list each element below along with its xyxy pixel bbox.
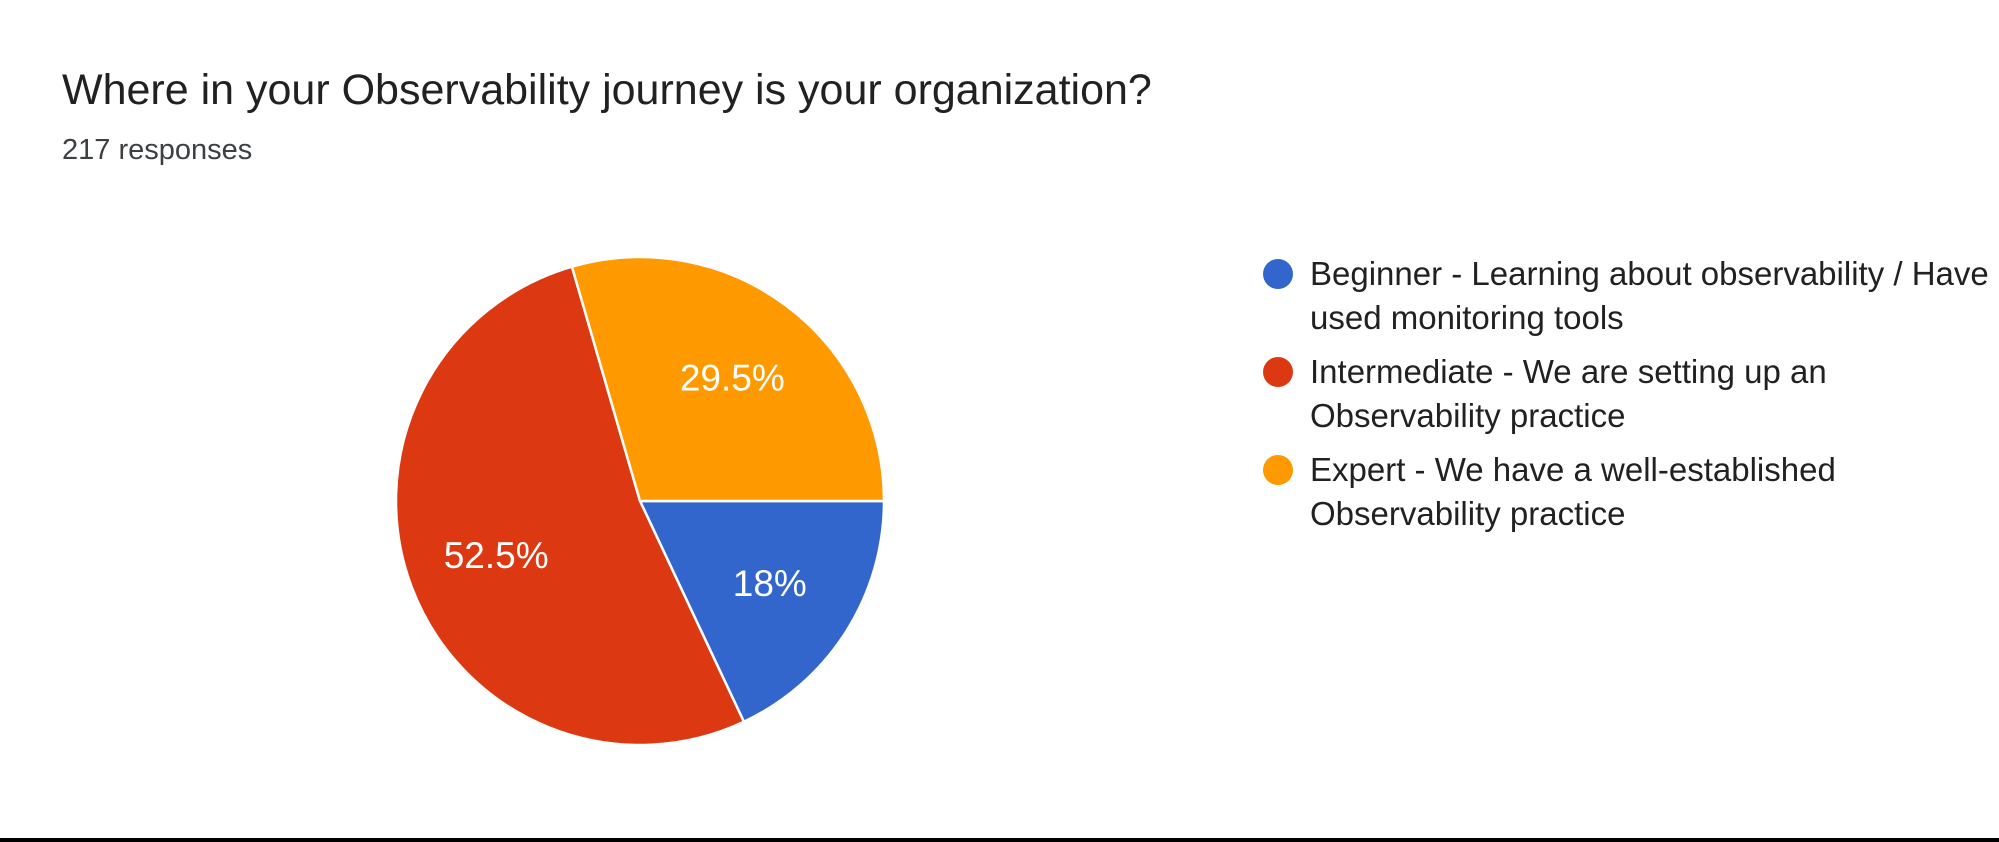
pie-slice-percent-label: 18%	[733, 563, 807, 604]
legend-label: Intermediate - We are setting up an Obse…	[1310, 353, 1827, 434]
pie-slice-3[interactable]	[570, 255, 886, 503]
pie-slice-percent-label: 52.5%	[444, 535, 549, 576]
pie-chart-area: 18% 52.5% 29.5%	[390, 251, 890, 751]
legend-item-2: Intermediate - We are setting up an Obse…	[1263, 350, 1999, 438]
legend-color-dot	[1263, 259, 1293, 289]
legend-label: Expert - We have a well-established Obse…	[1310, 451, 1836, 532]
pie-slice-percent-label: 29.5%	[680, 358, 785, 399]
chart-title: Where in your Observability journey is y…	[62, 66, 1152, 114]
legend-item-3: Expert - We have a well-established Obse…	[1263, 448, 1999, 536]
legend-color-dot	[1263, 357, 1293, 387]
chart-legend: Beginner - Learning about observability …	[1263, 252, 1999, 536]
responses-count: 217 responses	[62, 134, 253, 166]
legend-label: Beginner - Learning about observability …	[1310, 255, 1989, 336]
pie-chart: 18% 52.5% 29.5%	[394, 255, 886, 747]
pie-slice-2[interactable]	[394, 265, 746, 747]
pie-slice-1[interactable]	[638, 499, 886, 724]
legend-item-1: Beginner - Learning about observability …	[1263, 252, 1999, 340]
legend-color-dot	[1263, 455, 1293, 485]
screenshot-bottom-border	[0, 838, 1999, 842]
